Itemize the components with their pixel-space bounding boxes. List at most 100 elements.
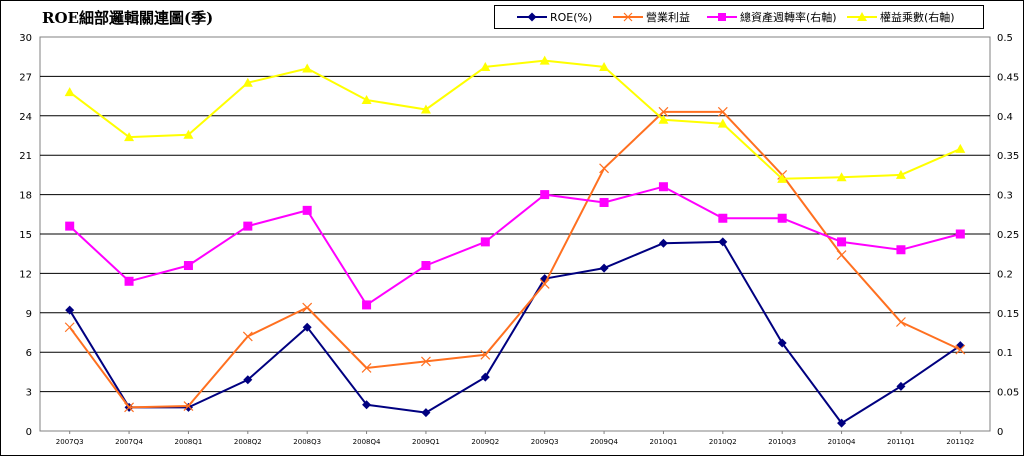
series-line-2 (69, 185, 961, 306)
data-point (302, 63, 313, 73)
data-point (65, 305, 75, 315)
y-left-tick-label: 6 (26, 348, 32, 359)
data-point (242, 331, 253, 342)
x-axis-ticks: 2007Q3 2007Q4 2008Q1 2008Q2 2008Q3 2008Q4 2009… (56, 431, 974, 446)
x-tick-label: 2009Q2 (471, 438, 499, 446)
legend-label-operating-profit: 營業利益 (646, 11, 690, 24)
y-right-tick-label: 0 (997, 427, 1003, 438)
data-point (539, 278, 550, 289)
legend-swatch-operating-profit (613, 12, 643, 22)
y-left-tick-label: 3 (26, 388, 32, 399)
data-point (955, 143, 966, 153)
x-tick-label: 2011Q1 (887, 438, 915, 446)
legend-item-roe: ROE(%) (517, 6, 592, 28)
left-axis-ticks: 0 3 6 9 12 15 18 21 24 27 30 (19, 33, 32, 438)
legend-label-equity-multiplier: 權益乘數(右軸) (880, 11, 955, 24)
data-point (836, 250, 847, 260)
x-tick-label: 2009Q4 (590, 438, 618, 446)
data-point (599, 197, 609, 207)
data-point (124, 132, 135, 142)
data-point (480, 61, 491, 71)
data-point (540, 190, 550, 200)
data-point (836, 172, 847, 182)
data-point (480, 372, 490, 382)
x-tick-label: 2008Q4 (353, 438, 381, 446)
legend-swatch-equity-multiplier (847, 12, 877, 21)
legend-item-equity-multiplier: 權益乘數(右軸) (847, 6, 955, 28)
y-right-tick-label: 0.1 (997, 348, 1013, 359)
data-point (243, 375, 253, 385)
legend-swatch-asset-turnover (707, 13, 737, 21)
y-right-tick-label: 0.05 (997, 388, 1019, 399)
y-right-tick-label: 0.5 (997, 33, 1013, 44)
data-point (599, 163, 609, 174)
y-right-tick-label: 0.45 (997, 72, 1019, 83)
x-tick-label: 2008Q1 (175, 438, 203, 446)
data-point (302, 302, 313, 313)
y-left-tick-label: 24 (19, 112, 32, 123)
data-point (480, 349, 491, 360)
legend-item-operating-profit: 營業利益 (613, 6, 690, 28)
legend-label-asset-turnover: 總資產週轉率(右軸) (740, 11, 837, 24)
data-point (777, 213, 787, 223)
data-point (718, 237, 728, 247)
x-tick-label: 2010Q2 (709, 438, 737, 446)
data-point (896, 381, 906, 391)
legend-item-asset-turnover: 總資產週轉率(右軸) (707, 6, 837, 28)
data-point (183, 129, 194, 139)
data-point (837, 237, 847, 247)
data-point (362, 400, 372, 410)
x-tick-label: 2007Q3 (56, 438, 84, 446)
x-tick-label: 2011Q2 (946, 438, 974, 446)
legend: ROE(%) 營業利益 總資產週轉率(右軸) 權益乘數(右軸) (494, 5, 984, 29)
legend-label-roe: ROE(%) (550, 10, 593, 24)
data-point (658, 182, 668, 192)
y-left-tick-label: 9 (26, 309, 32, 320)
data-point (599, 61, 610, 71)
data-point (895, 169, 906, 179)
data-point (837, 418, 847, 428)
y-right-tick-label: 0.2 (997, 269, 1013, 280)
data-point (717, 106, 728, 117)
data-point (64, 322, 75, 333)
x-tick-label: 2008Q3 (293, 438, 321, 446)
data-point (420, 104, 431, 114)
y-right-tick-label: 0.25 (997, 230, 1019, 241)
data-point (896, 245, 906, 255)
data-point (658, 106, 669, 117)
x-tick-label: 2010Q1 (650, 438, 678, 446)
data-point (658, 238, 668, 248)
data-point (421, 261, 431, 271)
chart-title: ROE細部邏輯關連圖(季) (42, 9, 214, 27)
data-point (777, 173, 788, 183)
series-line-3 (69, 59, 961, 180)
y-left-tick-label: 18 (19, 191, 32, 202)
data-point (539, 55, 550, 65)
data-point (302, 322, 312, 332)
y-right-tick-label: 0.3 (997, 191, 1013, 202)
y-right-tick-label: 0.15 (997, 309, 1019, 320)
data-point (955, 229, 965, 239)
x-tick-label: 2010Q3 (768, 438, 796, 446)
series-line-1 (68, 110, 961, 409)
gridlines (40, 75, 990, 393)
data-point (302, 205, 312, 215)
data-point (718, 213, 728, 223)
legend-swatch-roe (517, 12, 547, 22)
data-point (362, 300, 372, 310)
data-point (243, 221, 253, 231)
data-point (658, 114, 669, 124)
data-point (717, 118, 728, 128)
y-right-tick-label: 0.4 (997, 112, 1013, 123)
series-group (64, 55, 966, 428)
data-point (124, 276, 134, 286)
data-point (955, 344, 966, 355)
y-left-tick-label: 0 (26, 427, 32, 438)
data-point (599, 263, 609, 273)
y-left-tick-label: 15 (19, 230, 32, 241)
x-tick-label: 2009Q3 (531, 438, 559, 446)
right-axis-ticks: 0 0.05 0.1 0.15 0.2 0.25 0.3 0.35 0.4 0.45 0.5 (997, 33, 1019, 438)
y-right-tick-label: 0.35 (997, 151, 1019, 162)
data-point (242, 77, 253, 87)
